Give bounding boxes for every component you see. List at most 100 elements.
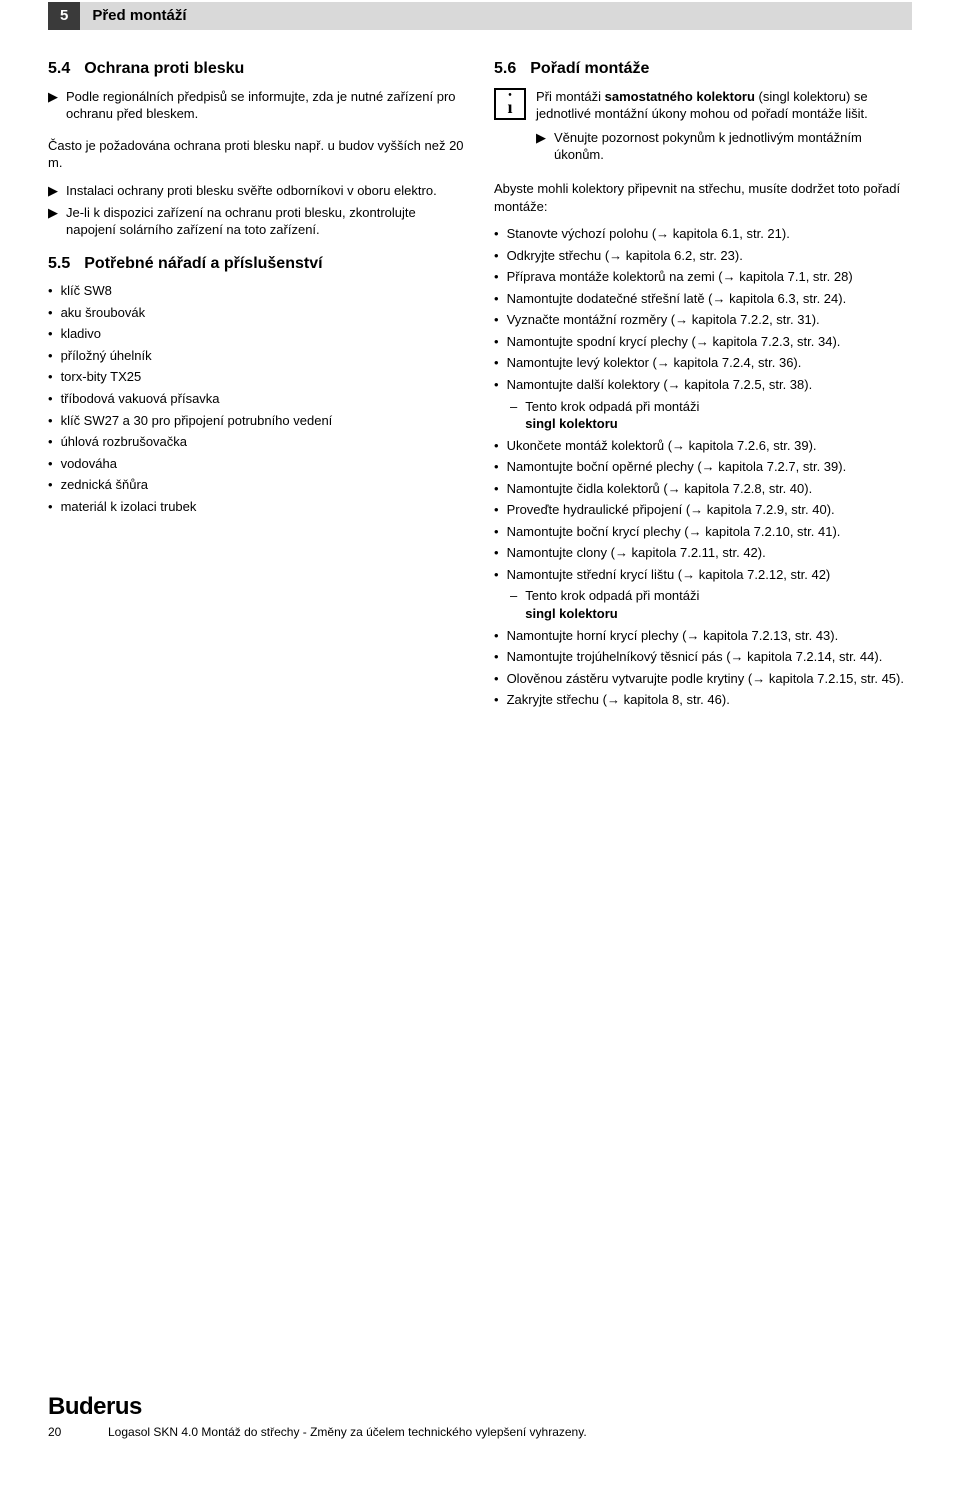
list-text: Zakryjte střechu (→ kapitola 8, str. 46)…	[507, 691, 730, 709]
sub-text: Tento krok odpadá při montáži singl kole…	[525, 587, 699, 622]
list-text: Namontujte trojúhelníkový těsnicí pás (→…	[507, 648, 883, 666]
bullet-icon: •	[494, 247, 499, 265]
instruction-text: Je-li k dispozici zařízení na ochranu pr…	[66, 204, 466, 239]
list-text: Namontujte levý kolektor (→ kapitola 7.2…	[507, 354, 802, 372]
list-text: Ukončete montáž kolektorů (→ kapitola 7.…	[507, 437, 817, 455]
info-text: Při montáži samostatného kolektoru (sing…	[536, 88, 912, 123]
bullet-icon: •	[48, 282, 53, 300]
bullet-icon: •	[48, 433, 53, 451]
bullet-icon: •	[494, 480, 499, 498]
list-item: •Olověnou zástěru vytvarujte podle kryti…	[494, 670, 912, 688]
list-item: •příložný úhelník	[48, 347, 466, 365]
chapter-header: 5 Před montáží	[48, 2, 912, 30]
section-number: 5.4	[48, 58, 70, 80]
bullet-icon: •	[494, 268, 499, 286]
sub-item: –Tento krok odpadá při montáži singl kol…	[510, 398, 912, 433]
dash-icon: –	[510, 398, 517, 433]
triangle-icon: ▶	[48, 182, 58, 200]
bullet-icon: •	[494, 290, 499, 308]
list-item: • kladivo	[48, 325, 466, 343]
list-item: •Namontujte horní krycí plechy (→ kapito…	[494, 627, 912, 645]
list-text: kladivo	[61, 325, 101, 343]
list-text: tříbodová vakuová přísavka	[61, 390, 220, 408]
bullet-icon: •	[48, 455, 53, 473]
bullet-icon: •	[494, 566, 499, 584]
bullet-icon: •	[494, 627, 499, 645]
info-icon: • ı	[494, 88, 526, 120]
instruction-text: Podle regionálních předpisů se informujt…	[66, 88, 466, 123]
bullet-icon: •	[48, 390, 53, 408]
bullet-icon: •	[494, 333, 499, 351]
triangle-icon: ▶	[536, 129, 546, 164]
list-item: • Zakryjte střechu (→ kapitola 8, str. 46…	[494, 691, 912, 709]
list-item: •torx-bity TX25	[48, 368, 466, 386]
instruction-item: ▶ Podle regionálních předpisů se informu…	[48, 88, 466, 123]
brand-logo: Buderus	[48, 1391, 587, 1423]
list-item: • úhlová rozbrušovačka	[48, 433, 466, 451]
list-text: Namontujte čidla kolektorů (→ kapitola 7…	[507, 480, 813, 498]
list-item: • zednická šňůra	[48, 476, 466, 494]
bullet-icon: •	[48, 498, 53, 516]
chapter-number: 5	[48, 2, 80, 30]
left-column: 5.4 Ochrana proti blesku ▶ Podle regioná…	[48, 58, 466, 722]
list-item: •Namontujte boční krycí plechy (→ kapito…	[494, 523, 912, 541]
list-text: materiál k izolaci trubek	[61, 498, 197, 516]
bullet-icon: •	[494, 376, 499, 394]
instruction-item: ▶ Je-li k dispozici zařízení na ochranu …	[48, 204, 466, 239]
section-heading: Pořadí montáže	[530, 58, 649, 80]
list-item: • Namontujte dodatečné střešní latě (→ ka…	[494, 290, 912, 308]
instruction-item: ▶ Instalaci ochrany proti blesku svěřte …	[48, 182, 466, 200]
list-text: torx-bity TX25	[61, 368, 142, 386]
list-text: úhlová rozbrušovačka	[61, 433, 187, 451]
list-text: Namontujte dodatečné střešní latě (→ kap…	[507, 290, 847, 308]
list-text: klíč SW27 a 30 pro připojení potrubního …	[61, 412, 333, 430]
section-5-6-title: 5.6 Pořadí montáže	[494, 58, 912, 80]
section-number: 5.6	[494, 58, 516, 80]
procedure-list: • Stanovte výchozí polohu (→ kapitola 6.1…	[494, 225, 912, 709]
instruction-text: Věnujte pozornost pokynům k jednotlivým …	[554, 129, 912, 164]
list-item: • klíč SW8	[48, 282, 466, 300]
bullet-icon: •	[494, 458, 499, 476]
bullet-icon: •	[48, 304, 53, 322]
list-item: • aku šroubovák	[48, 304, 466, 322]
info-box: • ı Při montáži samostatného kolektoru (…	[494, 88, 912, 168]
list-text: zednická šňůra	[61, 476, 148, 494]
list-item: •Proveďte hydraulické připojení (→ kapit…	[494, 501, 912, 519]
bullet-icon: •	[494, 225, 499, 243]
list-item: •Vyznačte montážní rozměry (→ kapitola 7…	[494, 311, 912, 329]
bullet-icon: •	[48, 325, 53, 343]
bullet-icon: •	[494, 544, 499, 562]
bullet-icon: •	[494, 691, 499, 709]
page-number: 20	[48, 1424, 78, 1440]
list-item: •Namontujte clony (→ kapitola 7.2.11, st…	[494, 544, 912, 562]
chapter-title: Před montáží	[80, 2, 912, 30]
tool-list: • klíč SW8 • aku šroubovák • kladivo •příložný…	[48, 282, 466, 515]
list-item: • Stanovte výchozí polohu (→ kapitola 6.1…	[494, 225, 912, 243]
bullet-icon: •	[48, 412, 53, 430]
list-text: Namontujte střední krycí lištu (→ kapito…	[507, 566, 831, 584]
sub-text: Tento krok odpadá při montáži singl kole…	[525, 398, 699, 433]
list-item: • Namontujte čidla kolektorů (→ kapitola …	[494, 480, 912, 498]
sub-item: –Tento krok odpadá při montáži singl kol…	[510, 587, 912, 622]
list-text: aku šroubovák	[61, 304, 146, 322]
list-text: Olověnou zástěru vytvarujte podle krytin…	[507, 670, 904, 688]
list-text: Stanovte výchozí polohu (→ kapitola 6.1,…	[507, 225, 790, 243]
list-text: Namontujte boční krycí plechy (→ kapitol…	[507, 523, 841, 541]
list-item: •Namontujte levý kolektor (→ kapitola 7.…	[494, 354, 912, 372]
bullet-icon: •	[494, 501, 499, 519]
list-text: klíč SW8	[61, 282, 112, 300]
triangle-icon: ▶	[48, 88, 58, 123]
paragraph: Často je požadována ochrana proti blesku…	[48, 137, 466, 172]
section-5-4-title: 5.4 Ochrana proti blesku	[48, 58, 466, 80]
instruction-text: Instalaci ochrany proti blesku svěřte od…	[66, 182, 437, 200]
section-heading: Ochrana proti blesku	[84, 58, 244, 80]
list-item: •Namontujte trojúhelníkový těsnicí pás (…	[494, 648, 912, 666]
list-text: Namontujte spodní krycí plechy (→ kapito…	[507, 333, 841, 351]
list-item: • Namontujte střední krycí lištu (→ kapit…	[494, 566, 912, 584]
section-number: 5.5	[48, 253, 70, 275]
list-text: Příprava montáže kolektorů na zemi (→ ka…	[507, 268, 853, 286]
list-item: •Ukončete montáž kolektorů (→ kapitola 7…	[494, 437, 912, 455]
bullet-icon: •	[48, 476, 53, 494]
bullet-icon: •	[494, 311, 499, 329]
list-text: Namontujte boční opěrné plechy (→ kapito…	[507, 458, 847, 476]
